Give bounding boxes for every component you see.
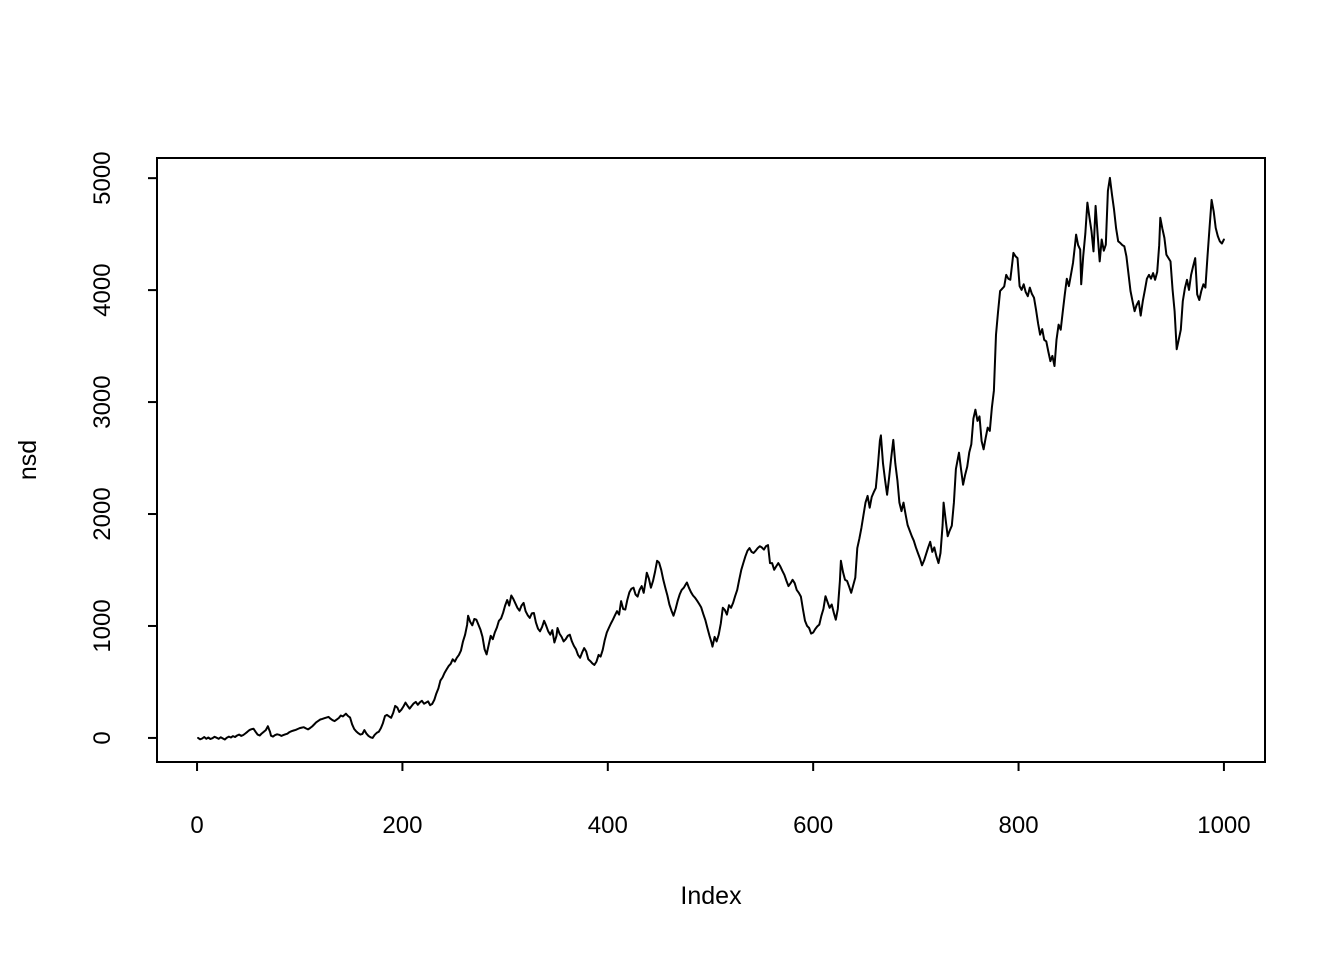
plot-box xyxy=(156,157,1266,763)
y-axis-title: nsd xyxy=(14,440,42,480)
y-tick-label: 2000 xyxy=(89,487,116,540)
x-tick-label: 200 xyxy=(382,812,422,839)
x-axis-title: Index xyxy=(680,882,742,910)
y-tick-label: 5000 xyxy=(89,151,116,204)
y-tick-label: 3000 xyxy=(89,375,116,428)
y-tick-label: 1000 xyxy=(89,599,116,652)
x-tick-label: 400 xyxy=(588,812,628,839)
x-tick-label: 800 xyxy=(999,812,1039,839)
y-axis-ticks: 0 1000 2000 3000 4000 5000 xyxy=(89,151,157,745)
x-tick-label: 0 xyxy=(190,812,203,839)
x-axis-ticks: 0 200 400 600 800 1000 xyxy=(190,762,1251,839)
x-tick-label: 600 xyxy=(793,812,833,839)
y-tick-label: 0 xyxy=(89,731,116,744)
series-line-nsd xyxy=(197,176,1225,741)
y-tick-label: 4000 xyxy=(89,263,116,316)
x-tick-label: 1000 xyxy=(1197,812,1250,839)
